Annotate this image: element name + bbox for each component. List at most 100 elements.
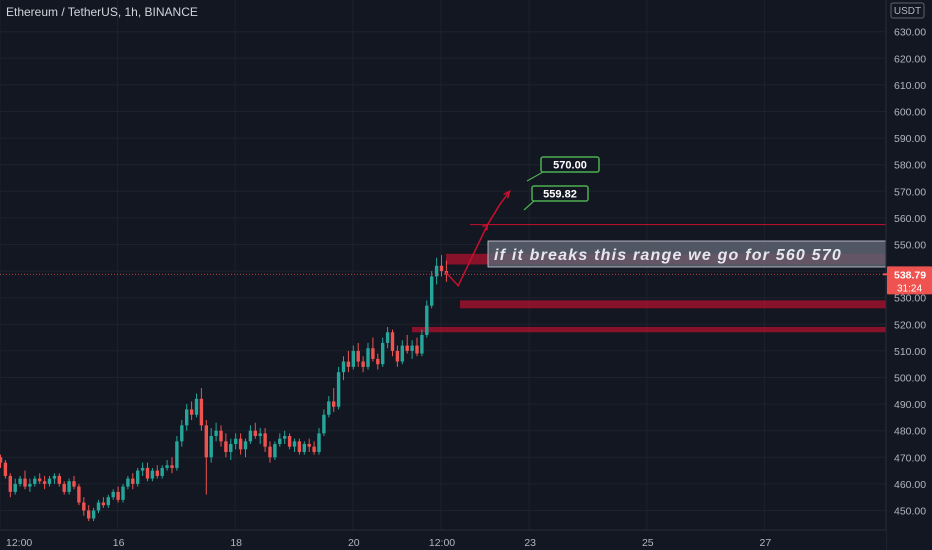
price-zone-band	[412, 326, 886, 333]
candle-body	[77, 486, 81, 503]
candles	[0, 255, 449, 522]
candle-body	[400, 345, 404, 362]
candle	[346, 350, 351, 373]
price-callout: 559.82	[523, 185, 589, 211]
candle	[243, 438, 248, 458]
candle-body	[395, 350, 400, 362]
candle	[145, 462, 150, 482]
candle-body	[121, 486, 125, 500]
candle-body	[332, 401, 336, 407]
candle	[234, 433, 238, 450]
candle-body	[439, 265, 444, 272]
candle	[405, 334, 409, 354]
candle	[185, 404, 189, 431]
candle-body	[87, 510, 91, 519]
candle-body	[209, 436, 213, 458]
candle	[263, 428, 267, 452]
candle-body	[322, 414, 326, 434]
candle-body	[23, 478, 27, 487]
time-axis-tick: 25	[642, 537, 654, 549]
candle	[322, 409, 326, 437]
price-axis-tick: 500.00	[894, 373, 926, 385]
price-callout-pointer	[526, 171, 544, 182]
candle	[101, 497, 106, 508]
candle	[96, 499, 101, 514]
candle	[356, 342, 360, 367]
candle-body	[194, 398, 199, 415]
candle-body	[351, 350, 355, 367]
candle	[62, 481, 66, 495]
candle-body	[430, 276, 434, 306]
time-axis: 12:00 16 18 20 12:00 23 25 27	[0, 529, 886, 550]
candle-body	[214, 430, 218, 437]
annotation-note-box	[488, 241, 886, 267]
candle-body	[67, 481, 71, 492]
candle	[410, 340, 414, 359]
chart-title: Ethereum / TetherUS, 1h, BINANCE	[6, 5, 198, 19]
time-axis-tick: 16	[113, 537, 125, 549]
candle-body	[278, 438, 282, 444]
candle-body	[224, 441, 228, 452]
candle-body	[57, 475, 61, 484]
candle-body	[346, 361, 351, 367]
candle	[376, 353, 380, 370]
candle	[336, 366, 341, 410]
candle-body	[180, 425, 184, 442]
candle	[47, 475, 52, 487]
candle	[219, 425, 223, 447]
candle-body	[116, 491, 120, 500]
candle-body	[341, 361, 346, 373]
price-callout-text: 559.82	[543, 189, 577, 201]
candle	[116, 486, 120, 503]
candle-body	[160, 467, 164, 476]
price-axis-tick: 610.00	[894, 80, 926, 92]
time-axis-tick: 12:00	[429, 537, 455, 549]
candle	[327, 396, 331, 418]
candle-body	[312, 446, 316, 452]
candle-body	[263, 433, 267, 447]
candle	[287, 433, 292, 450]
candle-body	[8, 475, 12, 492]
candle	[312, 441, 316, 455]
candle-body	[302, 444, 306, 452]
candle	[224, 433, 228, 458]
candle	[8, 473, 12, 498]
candle-body	[155, 470, 159, 476]
price-callout-pointer	[523, 200, 535, 211]
candle-body	[317, 433, 321, 452]
candle	[33, 475, 37, 487]
candle	[238, 433, 243, 455]
current-price-tag	[887, 266, 932, 295]
candle	[390, 329, 395, 357]
candle	[385, 326, 390, 349]
candle	[273, 441, 277, 460]
candle-body	[390, 332, 395, 351]
candle	[170, 457, 174, 474]
candle-body	[170, 465, 174, 468]
candle	[434, 257, 439, 285]
price-axis-tick: 600.00	[894, 107, 926, 119]
candle-body	[72, 481, 76, 487]
candle-body	[425, 305, 429, 335]
candle	[317, 428, 321, 455]
candle-body	[415, 345, 419, 354]
currency-label-box	[890, 2, 925, 19]
candle	[366, 342, 370, 370]
candle-body	[0, 457, 3, 463]
time-axis-tick: 27	[760, 537, 772, 549]
candle-body	[366, 348, 370, 367]
candle	[278, 433, 282, 447]
candle-body	[145, 467, 150, 479]
candle	[283, 430, 287, 444]
candle-body	[434, 265, 439, 277]
candle	[136, 467, 140, 487]
price-axis-tick: 620.00	[894, 53, 926, 65]
candle-body	[140, 467, 145, 471]
candle	[351, 345, 355, 370]
candle	[13, 478, 17, 495]
projection-arrow-head-mid	[482, 223, 489, 231]
candle-body	[297, 441, 302, 452]
candle	[430, 271, 434, 309]
